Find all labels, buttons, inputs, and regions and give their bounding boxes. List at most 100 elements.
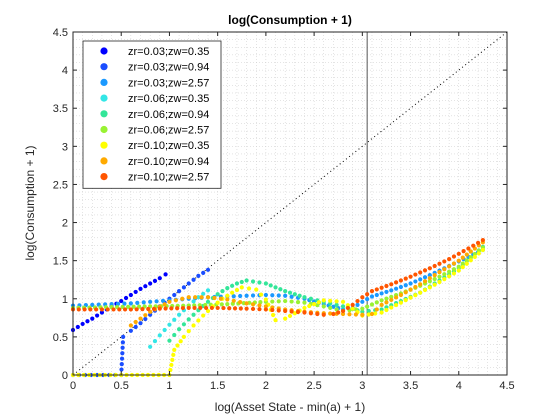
data-point [133, 324, 138, 330]
data-point [270, 293, 275, 298]
data-point [468, 249, 473, 254]
data-point [360, 306, 365, 311]
data-point [422, 268, 428, 273]
data-point [331, 311, 336, 317]
data-point [374, 300, 379, 305]
data-point [138, 316, 143, 321]
data-point [427, 266, 432, 271]
data-point [360, 299, 365, 304]
data-point [451, 261, 457, 266]
data-point [316, 300, 322, 305]
data-point [321, 304, 326, 309]
data-point [403, 276, 408, 281]
x-tick-label: 4.5 [499, 380, 514, 392]
data-point [205, 267, 211, 272]
chart-title: log(Consumption + 1) [228, 13, 352, 27]
y-tick-label: 2 [62, 218, 68, 230]
data-point [273, 318, 278, 323]
data-point [321, 312, 326, 317]
data-point [134, 307, 139, 312]
data-point [403, 290, 408, 295]
data-point [418, 270, 423, 275]
data-point [447, 257, 452, 262]
data-point [268, 283, 273, 288]
data-point [336, 310, 341, 315]
data-point [398, 284, 404, 290]
data-point [148, 299, 153, 304]
data-point [128, 301, 133, 306]
data-point [180, 296, 185, 301]
x-tick-label: 3 [359, 380, 365, 392]
data-point [225, 286, 230, 291]
data-point [447, 264, 452, 269]
data-point [209, 305, 214, 311]
legend-marker [100, 141, 108, 149]
data-point [173, 298, 178, 303]
data-point [138, 286, 143, 291]
data-point [283, 293, 288, 298]
data-point [328, 311, 333, 316]
data-point [437, 279, 442, 285]
data-point [157, 333, 162, 338]
data-point [250, 306, 256, 312]
data-point [273, 285, 278, 290]
data-point [422, 279, 428, 284]
data-point [186, 305, 191, 311]
data-point [468, 258, 473, 263]
data-point [398, 300, 404, 305]
data-point [442, 277, 447, 282]
y-tick-label: 4 [62, 65, 68, 77]
data-point [315, 311, 320, 317]
data-point [283, 308, 288, 314]
data-point [244, 293, 249, 298]
legend: zr=0.03;zw=0.35 zr=0.03;zw=0.94 zr=0.03;zw… [82, 40, 222, 189]
legend-label: zr=0.03;zw=2.57 [128, 77, 209, 89]
data-point [476, 251, 481, 256]
data-point [230, 283, 235, 288]
data-point [289, 309, 294, 314]
data-point [231, 294, 236, 299]
data-point [432, 263, 437, 269]
data-point [186, 295, 191, 300]
data-point [302, 305, 307, 311]
legend-marker [100, 78, 108, 86]
data-point [360, 295, 365, 300]
data-point [80, 321, 85, 327]
data-point [88, 307, 93, 312]
data-point [451, 254, 457, 259]
data-point [196, 318, 201, 323]
data-point [181, 285, 187, 290]
data-point [234, 287, 240, 293]
data-point [238, 299, 243, 305]
data-point [451, 271, 457, 276]
data-point [408, 274, 413, 279]
data-point [163, 272, 168, 277]
data-point [122, 307, 128, 312]
data-point [172, 292, 177, 298]
data-point [133, 289, 138, 295]
data-point [418, 290, 423, 295]
data-point [350, 302, 355, 307]
data-point [133, 319, 138, 325]
x-tick-label: 1.5 [210, 380, 225, 392]
data-point [389, 297, 394, 303]
data-point [389, 288, 394, 293]
data-point [151, 306, 157, 311]
data-point [302, 310, 307, 315]
data-point [176, 289, 182, 294]
y-tick-label: 1 [62, 294, 68, 306]
data-point [355, 298, 360, 304]
data-point [468, 255, 473, 260]
data-point [384, 296, 389, 301]
data-point [170, 357, 175, 363]
data-point [393, 295, 399, 300]
data-point [191, 323, 196, 328]
data-point [393, 302, 399, 308]
data-point [276, 308, 281, 313]
data-point [456, 251, 461, 256]
data-point [203, 305, 209, 311]
data-point [389, 294, 394, 299]
data-point [480, 237, 485, 243]
data-point [427, 273, 432, 278]
